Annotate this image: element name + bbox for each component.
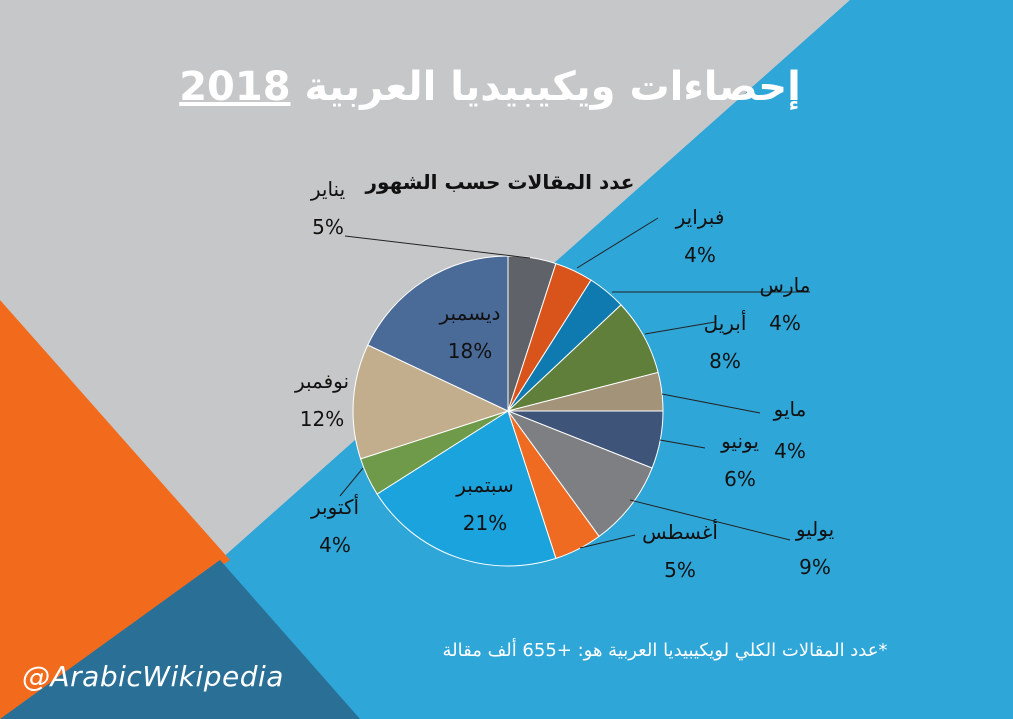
label-january-value: 5% xyxy=(312,215,344,239)
label-november-value: 12% xyxy=(299,407,345,431)
label-october-value: 4% xyxy=(319,533,351,557)
footnote: *عدد المقالات الكلي لويكيبيديا العربية ه… xyxy=(442,640,888,661)
label-december-value: 18% xyxy=(447,339,493,363)
label-june-name: يونيو xyxy=(721,429,759,453)
pie-slice-12 xyxy=(367,255,509,412)
leader-line-6 xyxy=(659,439,706,449)
title-year: 2018 xyxy=(179,64,291,110)
label-february-name: فبراير xyxy=(675,205,725,229)
label-january: يناير 5% xyxy=(288,172,368,244)
leader-line-7 xyxy=(629,499,791,541)
label-september-name: سبتمبر xyxy=(456,473,514,497)
label-december-name: ديسمبر xyxy=(439,301,501,325)
pie-slice-9 xyxy=(376,410,557,567)
label-september: سبتمبر 21% xyxy=(435,468,535,540)
label-october-name: أكتوبر xyxy=(310,495,360,519)
label-april-name: أبريل xyxy=(703,311,747,335)
label-november-name: نوفمبر xyxy=(294,369,350,393)
label-august: أغسطس 5% xyxy=(630,515,730,587)
label-april-value: 8% xyxy=(709,349,741,373)
label-june-value: 6% xyxy=(724,467,756,491)
leader-line-5 xyxy=(661,393,761,414)
label-may: مايو xyxy=(755,392,825,426)
leader-line-2 xyxy=(576,217,659,269)
label-october: أكتوبر 4% xyxy=(290,490,380,562)
label-may-name: مايو xyxy=(773,397,807,421)
label-january-name: يناير xyxy=(310,177,346,201)
label-may-pct-holder: 4% xyxy=(755,434,825,468)
label-august-value: 5% xyxy=(664,558,696,582)
label-july-name: يوليو xyxy=(795,517,835,541)
orange-panel xyxy=(0,300,230,719)
label-july: يوليو 9% xyxy=(775,512,855,584)
label-august-name: أغسطس xyxy=(642,520,718,544)
label-april: أبريل 8% xyxy=(690,306,760,378)
label-may-value: 4% xyxy=(774,439,806,463)
label-february: فبراير 4% xyxy=(660,200,740,272)
label-june: يونيو 6% xyxy=(700,424,780,496)
deep-blue-panel xyxy=(0,560,360,719)
pie-slice-7 xyxy=(506,409,653,538)
title-text: إحصاءات ويكيبيديا العربية xyxy=(304,64,801,110)
label-march-name: مارس xyxy=(759,273,811,297)
label-july-value: 9% xyxy=(799,555,831,579)
label-september-value: 21% xyxy=(462,511,508,535)
leader-line-10 xyxy=(339,467,364,497)
label-december: ديسمبر 18% xyxy=(420,296,520,368)
page-title: إحصاءات ويكيبيديا العربية 2018 xyxy=(150,52,830,122)
pie-slice-11 xyxy=(352,344,510,460)
leader-line-1 xyxy=(344,235,531,259)
chart-title: عدد المقالات حسب الشهور xyxy=(365,170,635,194)
label-march-value: 4% xyxy=(769,311,801,335)
leader-line-8 xyxy=(579,534,636,549)
label-march: مارس 4% xyxy=(750,268,820,340)
label-february-value: 4% xyxy=(684,243,716,267)
social-handle[interactable]: @ArabicWikipedia xyxy=(22,660,284,693)
label-november: نوفمبر 12% xyxy=(272,364,372,436)
leader-line-4 xyxy=(644,321,716,335)
